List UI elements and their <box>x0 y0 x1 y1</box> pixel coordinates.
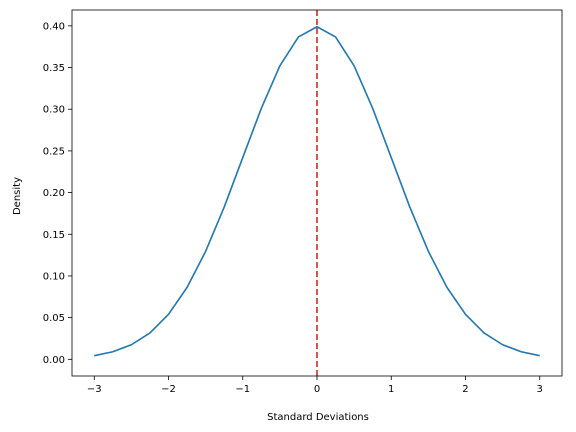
y-tick-label: 0.25 <box>43 146 65 157</box>
y-tick-label: 0.20 <box>43 188 65 199</box>
x-tick-label: −1 <box>235 384 250 395</box>
y-tick-label: 0.30 <box>43 105 65 116</box>
x-tick-label: 1 <box>388 384 394 395</box>
x-tick-label: −3 <box>87 384 102 395</box>
y-tick-label: 0.10 <box>43 271 65 282</box>
y-tick-label: 0.35 <box>43 63 65 74</box>
x-tick-label: 3 <box>537 384 543 395</box>
x-tick-label: 0 <box>314 384 320 395</box>
y-tick-label: 0.05 <box>43 313 65 324</box>
y-tick-label: 0.00 <box>43 355 65 366</box>
y-axis-label: Density <box>12 177 23 215</box>
y-tick-label: 0.15 <box>43 230 65 241</box>
x-tick-label: 2 <box>462 384 468 395</box>
y-tick-label: 0.40 <box>43 21 65 32</box>
x-axis-label: Standard Deviations <box>267 412 369 423</box>
plot-area <box>94 10 540 376</box>
x-tick-label: −2 <box>161 384 176 395</box>
series-line-0 <box>94 25 540 357</box>
axes: −3 −2 −1 0 1 2 3 0.00 0.05 0.10 0.15 0.20 0.25 0.30 0.… <box>43 9 563 395</box>
